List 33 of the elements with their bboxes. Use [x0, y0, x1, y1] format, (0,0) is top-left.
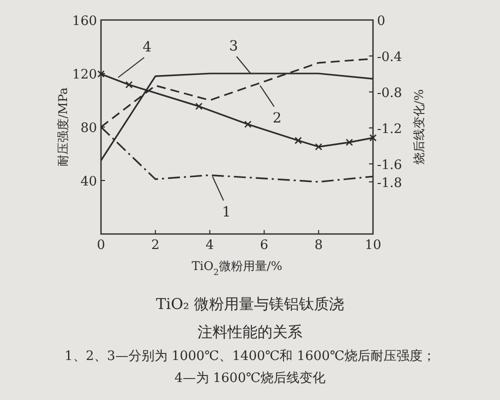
y-axis-title: 耐压强度/MPa	[56, 87, 70, 167]
point	[369, 134, 377, 142]
y-tick-label: 80	[80, 121, 97, 136]
y2-tick-label: -1.6	[377, 158, 402, 173]
annotation: 4	[142, 40, 152, 56]
x-tick-label: 10	[364, 238, 382, 253]
point	[346, 138, 353, 146]
annotation: 2	[272, 110, 282, 127]
x-tick-label: 6	[260, 238, 268, 253]
text: 1、2、3—分别为 1000℃、1400℃和 1600℃烧后耐压强度；	[64, 348, 436, 366]
y2-tick-label: -0.4	[377, 50, 402, 65]
x-tick-label: 2	[151, 238, 160, 253]
x-tick-label: 8	[314, 238, 323, 253]
annotation: 3	[229, 38, 238, 54]
y-tick-label: 120	[72, 68, 97, 82]
point	[314, 143, 322, 150]
x-tick-label: 0	[96, 238, 106, 253]
y2-axis-title: 烧后线变化/%	[412, 89, 426, 165]
y-tick-label: 40	[80, 174, 97, 190]
point	[294, 136, 302, 144]
text: 4—为 1600℃烧后线变化	[173, 370, 327, 388]
annotation: 1	[222, 204, 231, 220]
y2-tick-label: 0	[377, 14, 386, 29]
y2-tick-label: -1.2	[377, 122, 402, 137]
x-tick-label: 4	[206, 238, 214, 253]
point	[195, 102, 203, 110]
x-axis-title: TiO$_{2}$微粉用量/%	[192, 259, 282, 277]
y2-tick-label: -1.8	[377, 176, 402, 191]
y2-tick-label: -0.8	[377, 86, 402, 101]
point	[125, 81, 133, 88]
text: TiO₂ 微粉用量与镁铝钛质浇注料性能的关系	[155, 294, 345, 343]
point	[244, 120, 252, 128]
y-tick-label: 160	[72, 14, 97, 29]
